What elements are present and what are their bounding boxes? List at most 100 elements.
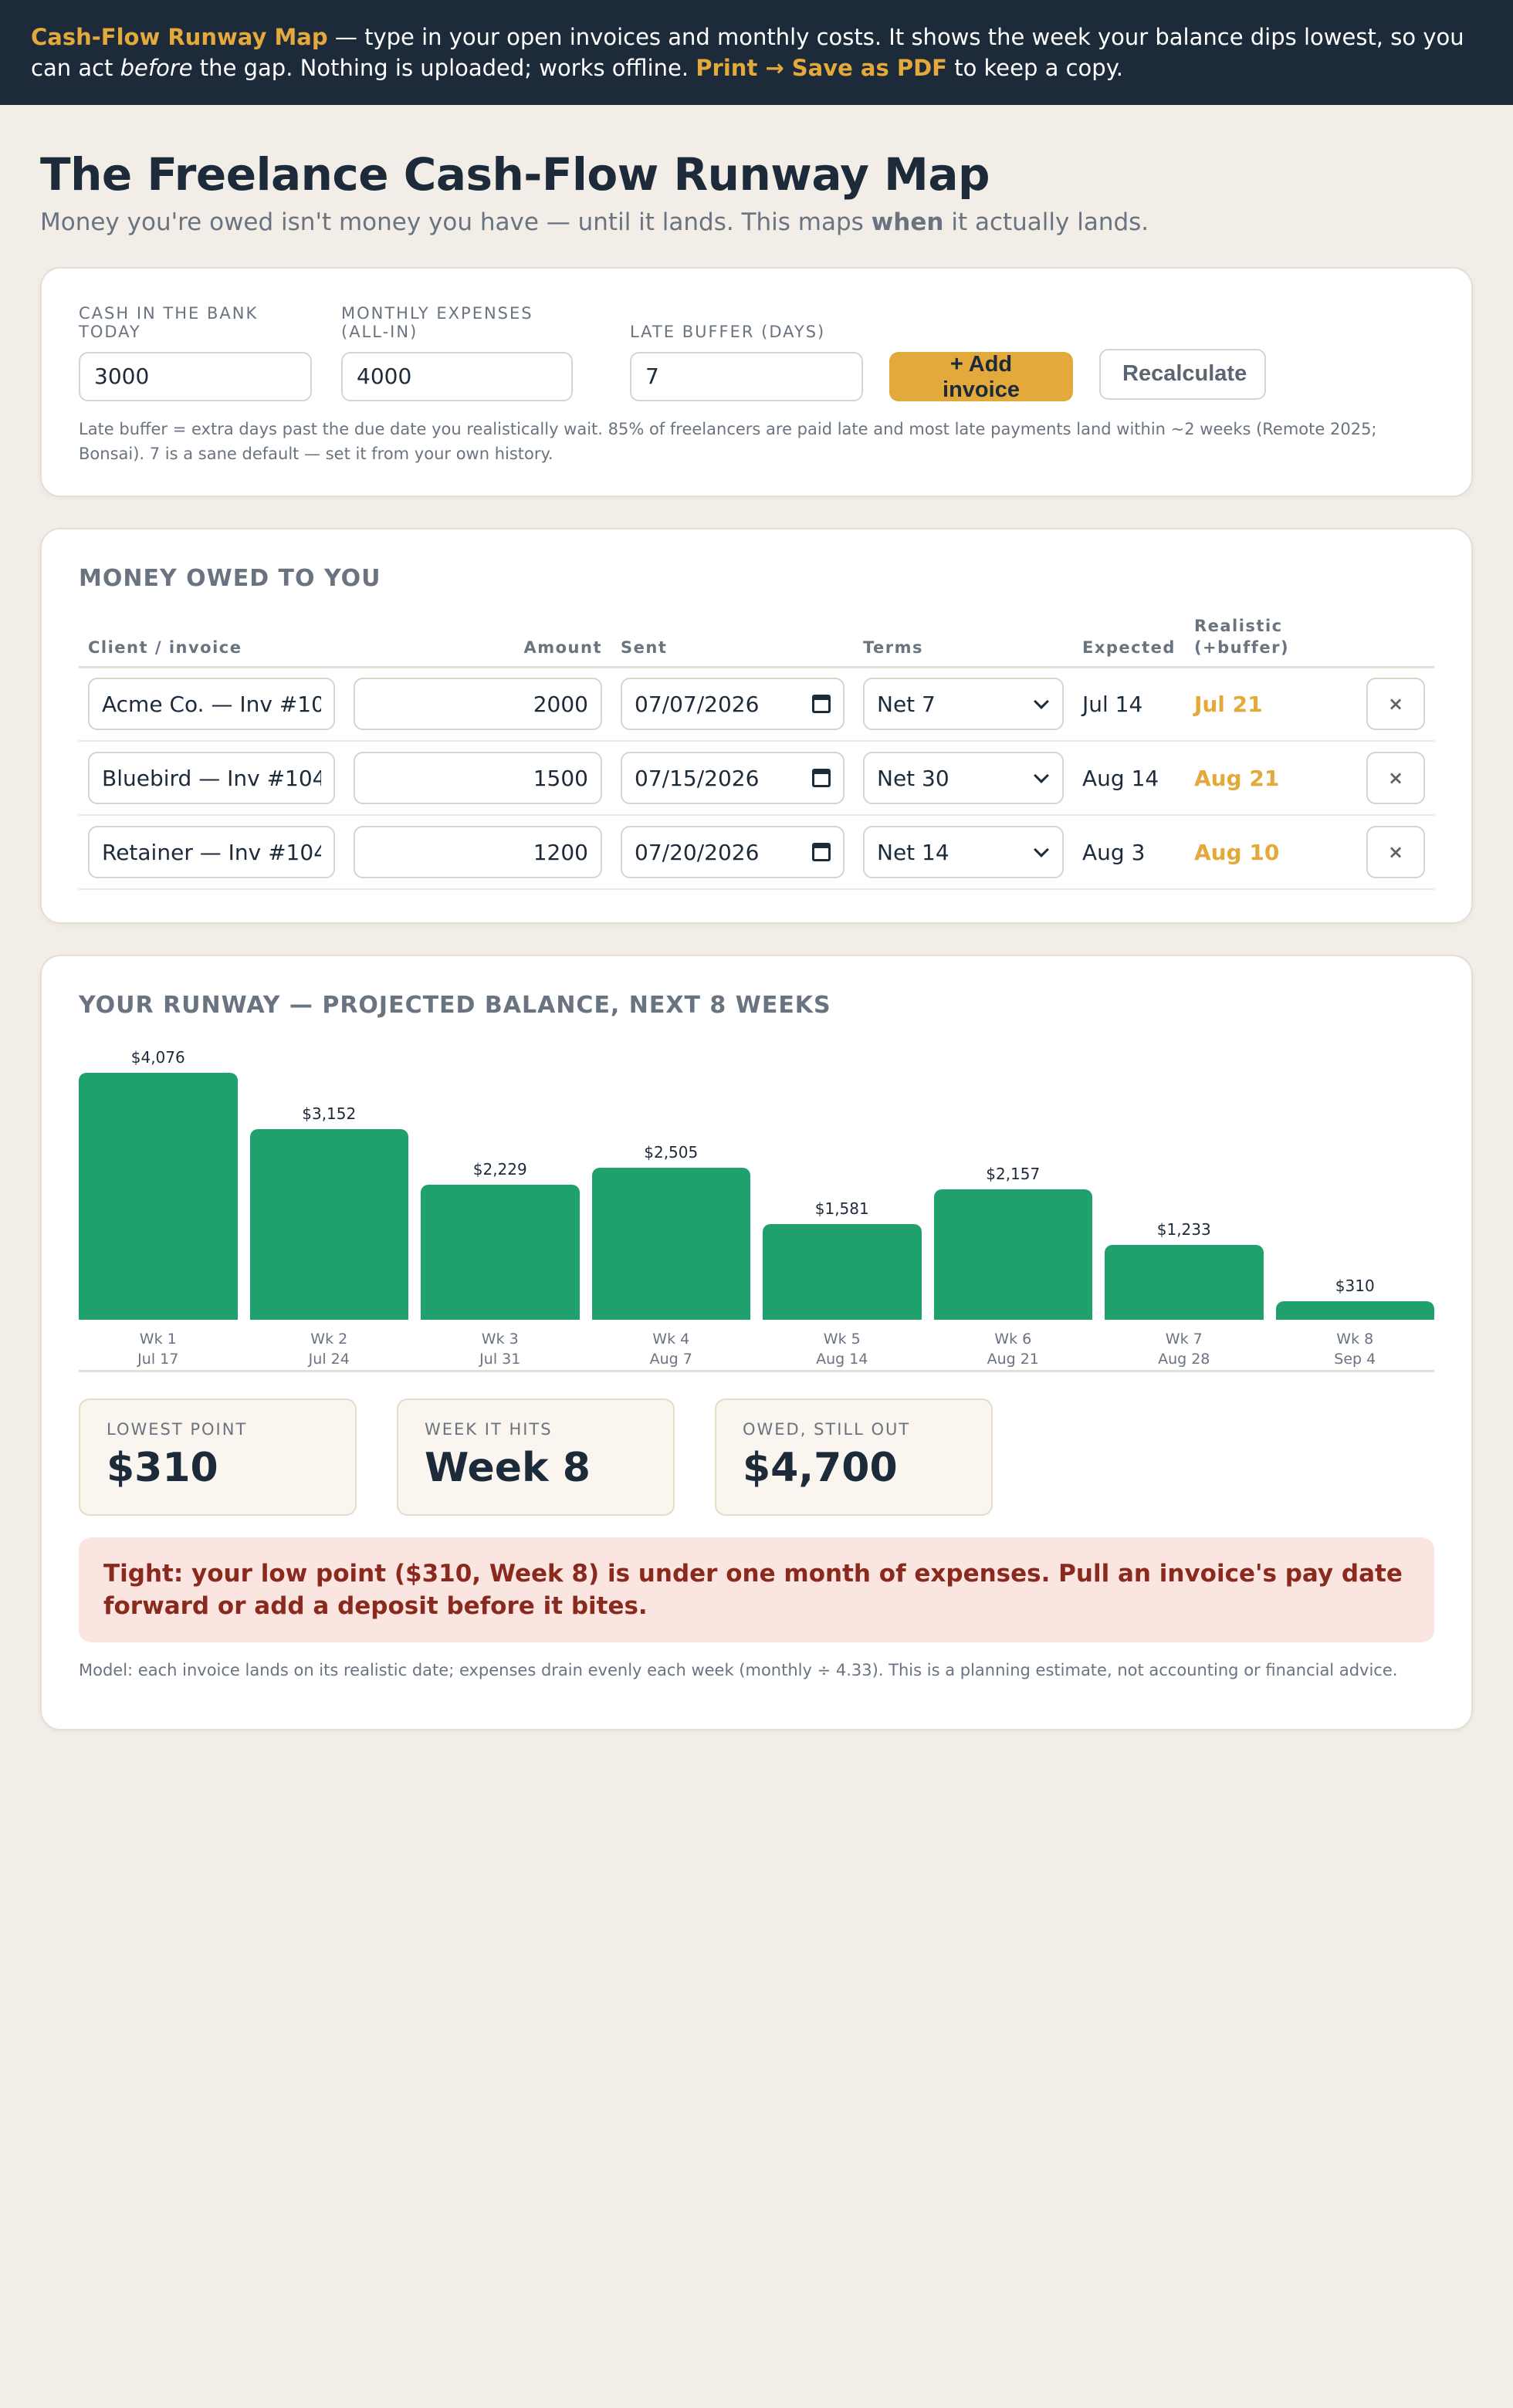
- sent-date-field: [621, 752, 845, 805]
- col-realistic-line2: (+buffer): [1193, 638, 1290, 657]
- week-it-hits-label: WEEK IT HITS: [425, 1420, 553, 1439]
- sent-date-field: [621, 678, 845, 731]
- amount-input[interactable]: [354, 826, 602, 879]
- chart-week-date: Aug 28: [1158, 1351, 1210, 1368]
- banner-app-name: Cash-Flow Runway Map: [31, 24, 328, 50]
- chart-week-name: Wk 3: [481, 1331, 519, 1348]
- expenses-input[interactable]: [341, 351, 573, 401]
- late-buffer-hint: Late buffer = extra days past the due da…: [79, 419, 1377, 463]
- calendar-icon[interactable]: [812, 769, 831, 788]
- recalculate-button[interactable]: Recalculate: [1099, 348, 1266, 400]
- buffer-label: LATE BUFFER (DAYS): [630, 322, 826, 341]
- cash-label: CASH IN THE BANK TODAY: [79, 303, 259, 341]
- add-invoice-button[interactable]: + Add invoice: [889, 351, 1073, 402]
- owed-still-out-label: OWED, STILL OUT: [743, 1420, 911, 1439]
- calendar-icon[interactable]: [812, 843, 831, 862]
- chart-week-date: Aug 14: [816, 1351, 868, 1368]
- delete-invoice-button[interactable]: ×: [1366, 678, 1425, 731]
- chart-value-label: $1,581: [814, 1199, 869, 1219]
- cash-input[interactable]: [79, 351, 312, 401]
- realistic-date: Aug 21: [1184, 741, 1308, 817]
- banner-text-2: the gap. Nothing is uploaded; works offl…: [192, 55, 696, 81]
- chart-bar: [1275, 1301, 1434, 1321]
- subtitle-text-2: it actually lands.: [943, 208, 1149, 236]
- buffer-input[interactable]: [630, 351, 863, 401]
- chart-week-date: Jul 17: [137, 1351, 179, 1368]
- col-client: Client / invoice: [79, 614, 344, 668]
- sent-date-input[interactable]: [621, 826, 845, 879]
- delete-invoice-button[interactable]: ×: [1366, 826, 1425, 879]
- expected-date: Aug 14: [1073, 741, 1185, 817]
- amount-input[interactable]: [354, 752, 602, 805]
- terms-select[interactable]: [863, 678, 1064, 731]
- sent-date-input[interactable]: [621, 752, 845, 805]
- chart-value-label: $4,076: [130, 1048, 185, 1067]
- terms-select[interactable]: [863, 752, 1064, 805]
- chart-week-date: Sep 4: [1334, 1351, 1376, 1368]
- client-input[interactable]: [88, 678, 335, 731]
- sent-date-input[interactable]: [621, 678, 845, 731]
- chart-week-name: Wk 4: [652, 1331, 690, 1348]
- subtitle-text: Money you're owed isn't money you have —…: [40, 208, 872, 236]
- chart-week-label: Wk 1 Jul 17: [79, 1329, 238, 1369]
- chart-value-label: $2,229: [472, 1160, 527, 1179]
- chart-week-name: Wk 2: [310, 1331, 348, 1348]
- chart-week-name: Wk 6: [994, 1331, 1032, 1348]
- col-realistic-line1: Realistic: [1193, 616, 1283, 635]
- chart-bar: [591, 1168, 750, 1321]
- runway-card: YOUR RUNWAY — PROJECTED BALANCE, NEXT 8 …: [40, 955, 1473, 1731]
- chart-bar: [249, 1129, 408, 1321]
- buffer-field-group: LATE BUFFER (DAYS): [630, 323, 863, 401]
- chart-week-label: Wk 8 Sep 4: [1276, 1329, 1435, 1369]
- lowest-point-stat: LOWEST POINT $310: [79, 1398, 357, 1517]
- col-realistic: Realistic (+buffer): [1184, 614, 1308, 668]
- expected-date: Aug 3: [1073, 815, 1185, 891]
- settings-controls: CASH IN THE BANK TODAY MONTHLY EXPENSES …: [79, 303, 1434, 402]
- chart-bar: [933, 1189, 1092, 1321]
- week-it-hits-stat: WEEK IT HITS Week 8: [397, 1398, 675, 1517]
- expenses-field-group: MONTHLY EXPENSES (ALL-IN): [341, 304, 573, 401]
- chart-value-label: $310: [1335, 1277, 1375, 1296]
- col-sent: Sent: [611, 614, 854, 668]
- banner-text: — type in your open invoices and monthly…: [31, 24, 1464, 81]
- chart-week-label: Wk 7 Aug 28: [1105, 1329, 1264, 1369]
- lowest-point-label: LOWEST POINT: [107, 1420, 248, 1439]
- chart-value-label: $1,233: [1156, 1220, 1211, 1240]
- owed-still-out-stat: OWED, STILL OUT $4,700: [715, 1398, 993, 1517]
- page-title: The Freelance Cash-Flow Runway Map: [40, 148, 990, 201]
- banner-text-3: to keep a copy.: [946, 55, 1123, 81]
- realistic-date: Aug 10: [1184, 815, 1308, 891]
- model-note: Model: each invoice lands on its realist…: [79, 1661, 1398, 1680]
- chart-week-label: Wk 5 Aug 14: [763, 1329, 922, 1369]
- calendar-icon[interactable]: [812, 695, 831, 714]
- tight-alert: Tight: your low point ($310, Week 8) is …: [79, 1537, 1434, 1643]
- client-input[interactable]: [88, 752, 335, 805]
- runway-chart: $4,076 Wk 1 Jul 17 $3,152 Wk 2 Jul 24 $2,229 Wk…: [79, 1042, 1435, 1373]
- table-row: Jul 14 Jul 21 ×: [79, 667, 1434, 742]
- col-actions: [1308, 614, 1434, 668]
- chart-bar: [79, 1073, 238, 1321]
- expenses-label: MONTHLY EXPENSES (ALL-IN): [341, 303, 533, 341]
- chart-bar: [1105, 1245, 1264, 1321]
- chart-week-date: Aug 21: [987, 1351, 1039, 1368]
- chart-value-label: $3,152: [302, 1104, 357, 1124]
- chart-week-date: Jul 31: [479, 1351, 521, 1368]
- client-input[interactable]: [88, 826, 335, 879]
- runway-title: YOUR RUNWAY — PROJECTED BALANCE, NEXT 8 …: [79, 992, 831, 1020]
- owed-still-out-value: $4,700: [743, 1445, 898, 1492]
- delete-invoice-button[interactable]: ×: [1366, 752, 1425, 805]
- chart-week-date: Aug 7: [649, 1351, 692, 1368]
- chart-week-date: Jul 24: [308, 1351, 350, 1368]
- banner-print-hint: Print → Save as PDF: [696, 55, 947, 81]
- chart-value-label: $2,157: [986, 1165, 1041, 1184]
- terms-select[interactable]: [863, 826, 1064, 879]
- table-row: Aug 3 Aug 10 ×: [79, 815, 1434, 891]
- chart-week-name: Wk 8: [1336, 1331, 1374, 1348]
- chart-week-label: Wk 4 Aug 7: [592, 1329, 751, 1369]
- chart-week-label: Wk 2 Jul 24: [250, 1329, 409, 1369]
- page-subtitle: Money you're owed isn't money you have —…: [40, 208, 1473, 236]
- invoices-title: MONEY OWED TO YOU: [79, 564, 381, 592]
- chart-bar: [421, 1185, 580, 1321]
- amount-input[interactable]: [354, 678, 602, 731]
- chart-value-label: $2,505: [644, 1143, 699, 1162]
